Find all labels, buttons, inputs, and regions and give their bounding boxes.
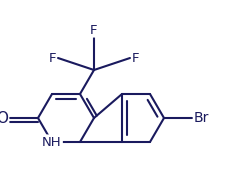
- Text: Br: Br: [193, 111, 208, 125]
- Text: F: F: [131, 51, 139, 65]
- Text: O: O: [0, 111, 8, 125]
- Text: F: F: [48, 51, 56, 65]
- Text: NH: NH: [42, 136, 62, 148]
- Text: F: F: [90, 24, 97, 36]
